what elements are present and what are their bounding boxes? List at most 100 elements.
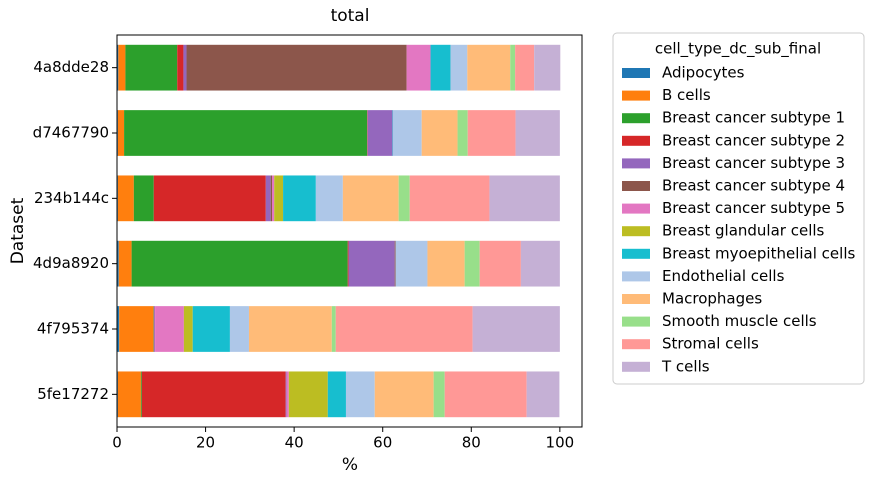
- y-axis-label: Dataset: [8, 197, 28, 264]
- legend-label: Stromal cells: [662, 335, 759, 353]
- legend-label: Breast cancer subtype 1: [662, 109, 845, 127]
- legend-label: Breast glandular cells: [662, 222, 825, 240]
- bar-segment: [489, 175, 559, 221]
- legend-swatch: [622, 317, 650, 327]
- bar-segment: [527, 371, 560, 417]
- bar-segment: [410, 175, 490, 221]
- bar-segment: [230, 306, 249, 352]
- bar-segment: [154, 175, 266, 221]
- legend-swatch: [622, 204, 650, 214]
- bar-segment: [368, 110, 393, 156]
- bar-segment: [450, 45, 467, 91]
- bar-segment: [184, 306, 193, 352]
- bar-segment: [287, 371, 289, 417]
- y-tick-label: 5fe17272: [37, 385, 109, 403]
- legend-label: B cells: [662, 86, 711, 104]
- bar-segment: [431, 45, 451, 91]
- bar-segment: [193, 306, 230, 352]
- bar-segment: [274, 175, 283, 221]
- bar-segment: [177, 45, 183, 91]
- legend-label: Smooth muscle cells: [662, 312, 817, 330]
- legend-swatch: [622, 113, 650, 123]
- legend-swatch: [622, 294, 650, 304]
- legend-label: T cells: [661, 357, 710, 375]
- legend-swatch: [622, 158, 650, 168]
- bar-segment: [118, 175, 134, 221]
- bar-segment: [272, 175, 274, 221]
- legend-label: Adipocytes: [662, 64, 745, 82]
- bar-segment: [427, 241, 464, 287]
- bar-segment: [119, 241, 132, 287]
- bar-segment: [134, 175, 154, 221]
- x-axis-label: %: [342, 455, 358, 475]
- bar-segment: [473, 306, 560, 352]
- y-tick-label: 4d9a8920: [33, 254, 109, 272]
- bar-segment: [249, 306, 332, 352]
- bar-segment: [118, 371, 141, 417]
- plot-frame: [117, 35, 582, 427]
- chart-title: total: [331, 6, 370, 26]
- legend-label: Breast cancer subtype 5: [662, 199, 845, 217]
- bar-segment: [399, 175, 410, 221]
- bar-segment: [343, 175, 399, 221]
- legend-swatch: [622, 181, 650, 191]
- bar-segment: [375, 371, 434, 417]
- legend-swatch: [622, 68, 650, 78]
- bar-segment: [445, 371, 527, 417]
- legend-swatch: [622, 226, 650, 236]
- bar-segment: [422, 110, 458, 156]
- bar-segment: [515, 45, 534, 91]
- x-tick-label: 20: [196, 434, 215, 452]
- legend-swatch: [622, 91, 650, 101]
- bar-segment: [396, 241, 428, 287]
- bar-segment: [480, 241, 521, 287]
- bar-segment: [289, 371, 328, 417]
- bar-segment: [349, 241, 395, 287]
- bar-segment: [516, 110, 560, 156]
- x-tick-label: 60: [373, 434, 392, 452]
- y-tick-label: 4f795374: [37, 320, 109, 338]
- y-tick-label: 4a8dde28: [33, 58, 109, 76]
- legend-label: Breast cancer subtype 3: [662, 154, 845, 172]
- legend-swatch: [622, 362, 650, 372]
- legend-label: Breast cancer subtype 4: [662, 177, 845, 195]
- bar-segment: [187, 45, 407, 91]
- bar-segment: [118, 45, 125, 91]
- bar-segment: [266, 175, 271, 221]
- bar-segment: [125, 45, 177, 91]
- bar-segment: [395, 241, 396, 287]
- bar-segment: [271, 175, 272, 221]
- bar-segment: [132, 241, 348, 287]
- bar-segment: [119, 306, 153, 352]
- x-tick-label: 0: [112, 434, 122, 452]
- legend-swatch: [622, 136, 650, 146]
- bar-segment: [534, 45, 560, 91]
- bar-segment: [124, 110, 367, 156]
- bar-segment: [434, 371, 445, 417]
- bar-segment: [141, 371, 142, 417]
- legend-label: Macrophages: [662, 290, 762, 308]
- bar-segment: [467, 45, 510, 91]
- bar-segment: [155, 306, 184, 352]
- bar-segment: [332, 306, 336, 352]
- x-tick-label: 40: [285, 434, 304, 452]
- x-tick-label: 80: [462, 434, 481, 452]
- legend-swatch: [622, 249, 650, 259]
- legend-label: Breast myoepithelial cells: [662, 244, 855, 262]
- bar-segment: [465, 241, 480, 287]
- bar-segment: [118, 110, 124, 156]
- bar-segment: [154, 306, 155, 352]
- bar-segment: [316, 175, 343, 221]
- x-tick-label: 100: [546, 434, 575, 452]
- bar-segment: [328, 371, 346, 417]
- bar-segment: [348, 241, 349, 287]
- legend-label: Breast cancer subtype 2: [662, 131, 845, 149]
- legend-label: Endothelial cells: [662, 267, 785, 285]
- bar-segment: [521, 241, 560, 287]
- bar-segment: [183, 45, 186, 91]
- legend-title: cell_type_dc_sub_final: [655, 40, 821, 59]
- legend-swatch: [622, 271, 650, 281]
- y-tick-label: 234b144c: [34, 189, 109, 207]
- bar-segment: [393, 110, 422, 156]
